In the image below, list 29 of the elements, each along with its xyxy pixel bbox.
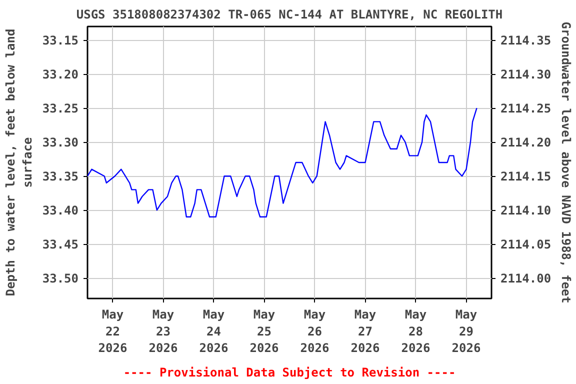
x-tick-label: May 24 2026 <box>199 308 228 356</box>
y2-tick-label: 2114.20 <box>500 136 552 150</box>
y-tick-label: 33.35 <box>42 170 78 184</box>
y-axis-title: Depth to water level, feet below land surface <box>4 28 34 296</box>
y-tick-label: 33.30 <box>42 136 78 150</box>
y-tick-label: 33.25 <box>42 102 78 116</box>
y2-tick-label: 2114.35 <box>500 34 552 48</box>
y-tick-label: 33.45 <box>42 238 78 252</box>
y2-tick-label: 2114.05 <box>500 238 552 252</box>
y2-tick-label: 2114.25 <box>500 102 552 116</box>
text: ---- Provisional Data Subject to Revision ---- <box>123 366 456 380</box>
y-tick-label: 33.20 <box>42 68 78 82</box>
x-tick-label: May 29 2026 <box>452 308 481 356</box>
line-series <box>88 108 478 218</box>
y-tick-label: 33.15 <box>42 34 78 48</box>
y2-tick-label: 2114.30 <box>500 68 552 82</box>
y2-tick-label: 2114.15 <box>500 170 552 184</box>
y-tick-label: 33.50 <box>42 272 78 286</box>
x-tick-label: May 28 2026 <box>401 308 430 356</box>
y2-axis-title: Groundwater level above NAVD 1988, feet <box>559 22 574 304</box>
x-tick-label: May 27 2026 <box>350 308 380 356</box>
x-tick-label: May 22 2026 <box>98 308 128 356</box>
x-tick-label: May 23 2026 <box>148 308 178 356</box>
y-tick-label: 33.40 <box>42 204 78 218</box>
chart-title: USGS 351808082374302 TR-065 NC-144 AT BLANTYRE, NC REGOLITH <box>76 8 503 22</box>
y2-tick-label: 2114.10 <box>500 204 552 218</box>
y2-tick-label: 2114.00 <box>500 272 552 286</box>
x-tick-label: May 26 2026 <box>300 308 330 356</box>
x-tick-label: May 25 2026 <box>250 308 279 356</box>
